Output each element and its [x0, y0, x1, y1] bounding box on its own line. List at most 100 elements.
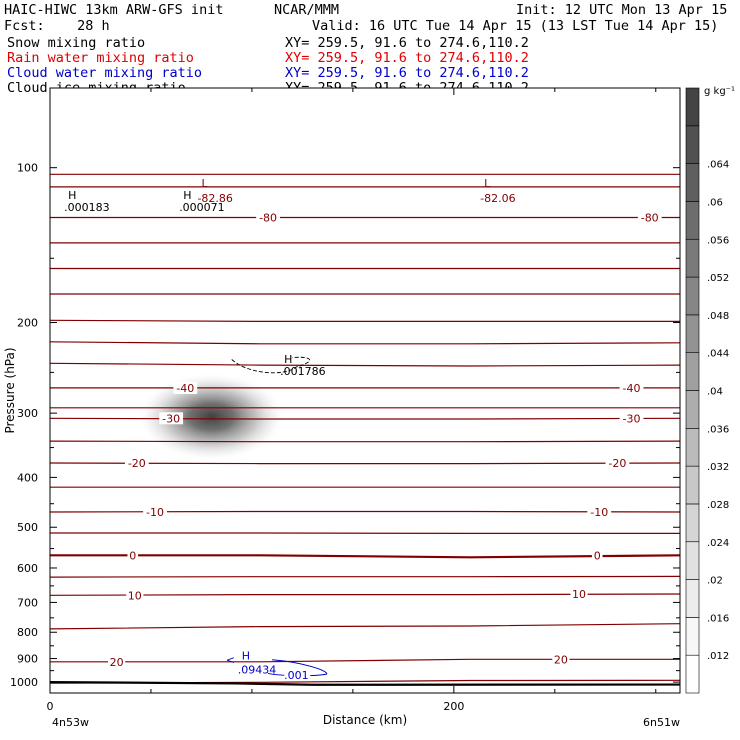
temperature-min-marker: L [201, 177, 208, 190]
cloud-ice-max-value: .001786 [280, 365, 326, 378]
temperature-label-bg [552, 653, 570, 666]
header-fcst: Fcst: 28 h [4, 18, 110, 34]
colorbar-swatch [685, 163, 700, 202]
x-axis-title: Distance (km) [323, 713, 407, 727]
x-endpoint-right: 6n51w [643, 716, 680, 729]
colorbar-swatch [685, 314, 700, 353]
temperature-label: -40 [623, 382, 641, 395]
colorbar-unit: g kg⁻¹ [704, 86, 735, 97]
colorbar-swatch [685, 465, 700, 505]
colorbar-tick-label: .064 [707, 160, 729, 171]
temperature-label-bg [173, 381, 198, 394]
colorbar-swatch [685, 654, 700, 694]
colorbar-tick-label: .02 [707, 576, 723, 587]
colorbar-tick-label: .024 [707, 538, 729, 549]
temperature-label: 10 [128, 589, 142, 602]
colorbar-swatch [685, 352, 700, 391]
temperature-label: 0 [594, 549, 601, 562]
header-init: Init: 12 UTC Mon 13 Apr 15 [516, 2, 728, 18]
temperature-label: 20 [554, 653, 568, 666]
colorbar-tick-label: .052 [707, 273, 729, 284]
cloud-water-max-marker: H [242, 649, 250, 662]
header-model: HAIC-HIWC 13km ARW-GFS init [4, 2, 224, 18]
cloud-water-arrow: < [226, 653, 235, 666]
temperature-label: -30 [162, 412, 180, 425]
colorbar-swatch [685, 87, 700, 127]
header-org: NCAR/MMM [274, 2, 340, 18]
y-tick-label: 300 [17, 407, 38, 420]
cloud-ice-max-value: .000071 [179, 201, 225, 214]
temperature-contour-line [50, 362, 680, 367]
colorbar-swatch [685, 541, 700, 580]
y-tick-label: 600 [17, 562, 38, 575]
temperature-label-bg [570, 587, 588, 600]
temperature-contour-line [50, 341, 680, 345]
temperature-label: 20 [110, 656, 124, 669]
colorbar-tick-label: .048 [707, 311, 729, 322]
plot-frame [49, 87, 681, 694]
x-tick-label: 0 [47, 700, 54, 713]
colorbar-tick-label: .04 [707, 387, 723, 398]
y-tick-label: 700 [17, 596, 38, 609]
colorbar-tick-label: .032 [707, 462, 729, 473]
colorbar-swatch [685, 428, 700, 467]
temperature-label: -30 [623, 412, 641, 425]
temperature-label: -10 [590, 506, 608, 519]
colorbar-swatch [685, 617, 700, 656]
colorbar-swatch [685, 201, 700, 240]
header-valid: Valid: 16 UTC Tue 14 Apr 15 (13 LST Tue … [312, 18, 719, 34]
colorbar-tick-label: .056 [707, 235, 729, 246]
cloud-ice-contour [231, 356, 310, 374]
cloud-water-label-bg [284, 669, 311, 682]
y-tick-label: 500 [17, 521, 38, 534]
temperature-min-bg [195, 191, 237, 204]
y-tick-label: 1000 [10, 676, 38, 689]
legend-cloudwater-label: Cloud water mixing ratio [7, 65, 203, 81]
temperature-label: -80 [641, 212, 659, 225]
temperature-label: -20 [128, 457, 146, 470]
snow-shading [137, 372, 286, 461]
temperature-min-value: -82.06 [480, 192, 515, 205]
colorbar-tick-label: .012 [707, 651, 729, 662]
legend-snow-xy: XY= 259.5, 91.6 to 274.6,110.2 [285, 35, 529, 51]
temperature-label-bg [256, 211, 280, 224]
cloud-water-max-value: .09434 [238, 663, 277, 676]
y-tick-label: 800 [17, 626, 38, 639]
temperature-contour-line [50, 554, 680, 559]
x-tick-label: 200 [443, 700, 464, 713]
temperature-contour-line [50, 319, 680, 322]
y-tick-label: 200 [17, 317, 38, 330]
temperature-contour-line [50, 575, 680, 578]
temperature-label: -80 [259, 212, 277, 225]
colorbar-tick-label: .016 [707, 613, 729, 624]
colorbar-tick-label: .036 [707, 424, 729, 435]
temperature-label-bg [159, 412, 184, 425]
temperature-label-bg [619, 412, 644, 425]
temperature-label-bg [619, 381, 644, 394]
legend-rain-xy: XY= 259.5, 91.6 to 274.6,110.2 [285, 50, 529, 66]
temperature-label-bg [605, 456, 630, 469]
temperature-contour-line [50, 440, 680, 443]
x-endpoint-left: 4n53w [52, 716, 89, 729]
cloud-ice-max-marker: H [284, 353, 292, 366]
colorbar-swatch [685, 579, 700, 618]
temperature-label: -40 [176, 382, 194, 395]
plot-background [50, 88, 680, 693]
colorbar-tick-label: .028 [707, 500, 729, 511]
temperature-label-bg [108, 655, 126, 668]
temperature-contour-line [50, 462, 680, 465]
cloud-ice-max-marker: H [68, 189, 76, 202]
cloud-ice-max-value: .000183 [64, 201, 110, 214]
colorbar-tick-label: .06 [707, 197, 723, 208]
temperature-label: 10 [572, 588, 586, 601]
colorbar-swatch [685, 503, 700, 543]
y-tick-label: 900 [17, 653, 38, 666]
temperature-label-bg [587, 505, 612, 518]
cloud-ice-max-marker: H [183, 189, 191, 202]
temperature-label-bg [124, 456, 149, 469]
temperature-label-bg [637, 211, 662, 224]
legend-snow-label: Snow mixing ratio [7, 35, 146, 51]
legend-cloudwater-xy: XY= 259.5, 91.6 to 274.6,110.2 [285, 65, 529, 81]
temperature-min-value: -82.86 [197, 192, 232, 205]
